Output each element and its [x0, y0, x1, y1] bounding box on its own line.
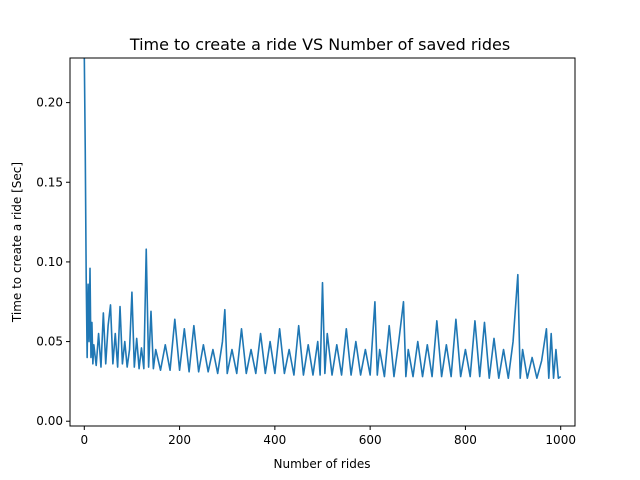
x-tick-label: 600 [359, 433, 382, 447]
x-tick-label: 1000 [545, 433, 576, 447]
series-line-0 [83, 58, 562, 380]
x-tick-label: 800 [454, 433, 477, 447]
plot-area [83, 58, 562, 380]
x-axis-label: Number of rides [274, 457, 371, 471]
y-tick-label: 0.20 [36, 96, 63, 110]
y-tick-label: 0.05 [36, 335, 63, 349]
y-tick-label: 0.10 [36, 255, 63, 269]
x-tick-label: 400 [263, 433, 286, 447]
x-tick-label: 200 [168, 433, 191, 447]
axes-frame [69, 57, 576, 427]
y-axis: 0.00 0.05 0.10 0.15 0.20 [36, 96, 70, 428]
x-axis: 0 200 400 600 800 1000 [80, 426, 576, 447]
chart-title: Time to create a ride VS Number of saved… [129, 35, 510, 54]
y-tick-label: 0.00 [36, 414, 63, 428]
x-tick-label: 0 [80, 433, 88, 447]
y-tick-label: 0.15 [36, 175, 63, 189]
y-axis-label: Time to create a ride [Sec] [10, 162, 24, 323]
